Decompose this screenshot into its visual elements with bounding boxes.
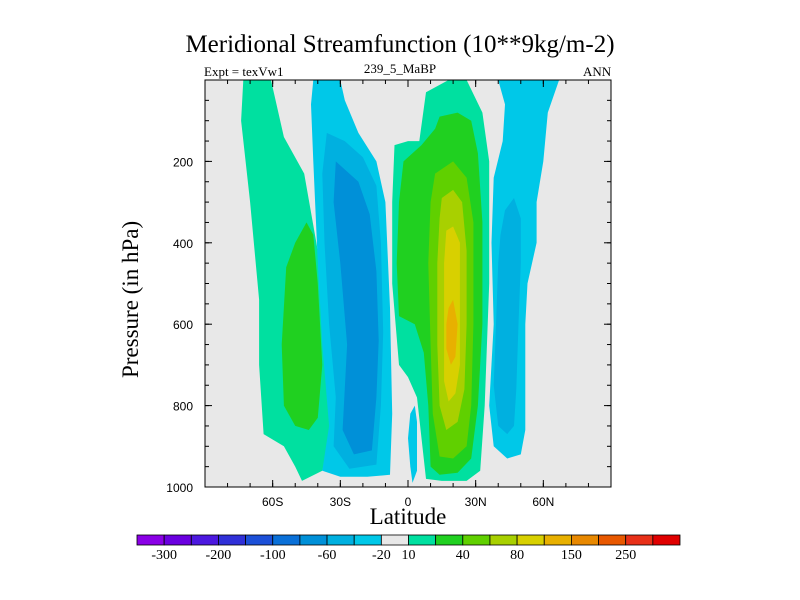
colorbar-label: 40 bbox=[455, 548, 470, 563]
colorbar-label: -20 bbox=[372, 548, 391, 563]
subtitle-right: ANN bbox=[583, 64, 612, 79]
colorbar-box bbox=[543, 534, 572, 546]
colorbar-box bbox=[380, 534, 409, 546]
colorbar-box bbox=[353, 534, 382, 546]
colorbar-box bbox=[136, 534, 165, 546]
y-tick-label: 200 bbox=[173, 155, 193, 169]
contour-regions bbox=[241, 80, 560, 483]
axis-ticks: 60S 30S 0 30N 60N 200 400 600 800 1000 bbox=[166, 79, 612, 509]
colorbar-box bbox=[190, 534, 219, 546]
contour-sh-hadley-core bbox=[333, 161, 379, 455]
x-axis-label: Latitude bbox=[369, 504, 447, 529]
colorbar-box bbox=[435, 534, 464, 546]
x-tick-label: 30N bbox=[465, 495, 487, 509]
contour-sh-ferrel-inner bbox=[281, 222, 323, 430]
colorbar-box bbox=[163, 534, 192, 546]
y-tick-label: 800 bbox=[173, 400, 193, 414]
colorbar-box bbox=[652, 534, 681, 546]
colorbar-box bbox=[326, 534, 355, 546]
colorbar-box bbox=[462, 534, 491, 546]
colorbar-label: -100 bbox=[259, 548, 286, 563]
y-tick-label: 400 bbox=[173, 237, 193, 251]
colorbar bbox=[136, 534, 681, 546]
colorbar-label: 80 bbox=[510, 548, 525, 563]
contour-nh-ferrel-inner bbox=[493, 198, 521, 435]
chart-title: Meridional Streamfunction (10**9kg/m-2) bbox=[185, 31, 615, 58]
y-tick-label: 1000 bbox=[166, 481, 193, 495]
subtitle-center: 239_5_MaBP bbox=[363, 61, 437, 76]
x-tick-label: 30S bbox=[330, 495, 351, 509]
colorbar-label: 10 bbox=[401, 548, 416, 563]
colorbar-box bbox=[218, 534, 246, 546]
x-tick-label: 0 bbox=[405, 495, 412, 509]
colorbar-label: -200 bbox=[205, 548, 232, 563]
colorbar-box bbox=[625, 534, 654, 546]
colorbar-box bbox=[245, 534, 274, 546]
x-tick-label: 60N bbox=[532, 495, 554, 509]
colorbar-box bbox=[489, 534, 518, 546]
colorbar-box bbox=[598, 534, 627, 546]
y-tick-label: 600 bbox=[173, 318, 193, 332]
colorbar-box bbox=[408, 534, 437, 546]
colorbar-box bbox=[272, 534, 301, 546]
colorbar-label: 150 bbox=[560, 548, 582, 563]
y-axis-label: Pressure (in hPa) bbox=[118, 220, 143, 378]
colorbar-label: 250 bbox=[615, 548, 637, 563]
colorbar-box bbox=[516, 534, 545, 546]
colorbar-label: -60 bbox=[317, 548, 337, 563]
x-tick-label: 60S bbox=[262, 495, 283, 509]
colorbar-box bbox=[571, 534, 599, 546]
colorbar-box bbox=[299, 534, 328, 546]
colorbar-label: -300 bbox=[151, 548, 178, 563]
contour-eq-small-blue bbox=[408, 405, 417, 483]
contour-nh-hadley-core bbox=[446, 299, 458, 365]
subtitle-left: Expt = texVw1 bbox=[204, 64, 284, 79]
